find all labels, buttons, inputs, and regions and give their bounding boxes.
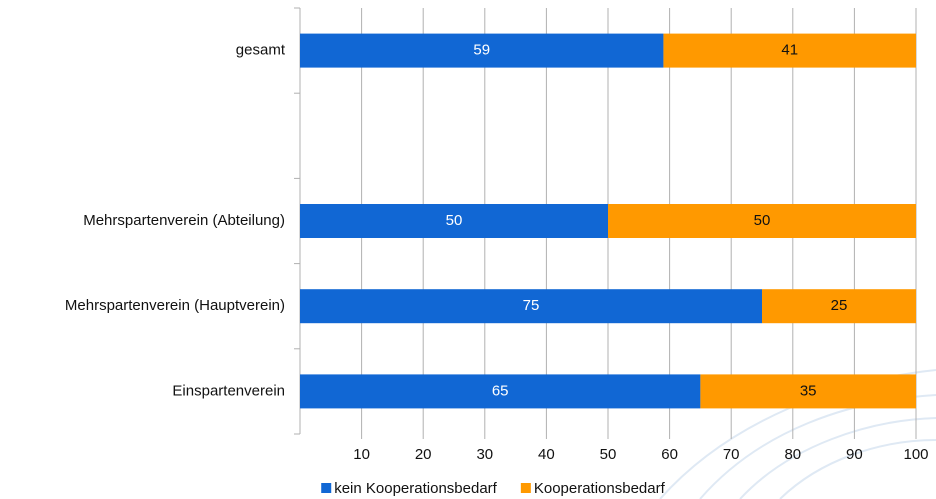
data-label: 65 [492, 382, 509, 399]
bar-segment [608, 204, 916, 238]
legend-swatch [321, 483, 332, 493]
x-tick-label: 30 [476, 446, 493, 463]
data-label: 50 [446, 212, 463, 229]
x-tick-label: 20 [415, 446, 432, 463]
y-tick-label: gesamt [236, 42, 286, 59]
legend-label: Kooperationsbedarf [534, 480, 666, 497]
x-tick-label: 70 [723, 446, 740, 463]
bar-segment [300, 33, 664, 68]
data-label: 50 [754, 212, 771, 229]
y-tick-label: Mehrspartenverein (Abteilung) [83, 212, 285, 229]
legend-label: kein Kooperationsbedarf [334, 480, 497, 497]
data-label: 75 [523, 297, 540, 314]
x-tick-label: 10 [353, 446, 370, 463]
bar-segment [762, 289, 916, 324]
bar-segment [700, 374, 916, 409]
data-label: 35 [800, 382, 817, 399]
x-tick-label: 60 [661, 446, 678, 463]
data-label: 41 [781, 42, 798, 59]
bar-segment [300, 289, 762, 324]
bar-segment [300, 374, 701, 409]
x-tick-label: 40 [538, 446, 555, 463]
legend-swatch [520, 483, 531, 493]
x-tick-label: 100 [903, 446, 928, 463]
y-tick-label: Mehrspartenverein (Hauptverein) [65, 297, 285, 314]
bar-segment [663, 33, 916, 68]
data-label: 25 [831, 297, 848, 314]
x-tick-label: 90 [846, 446, 863, 463]
x-tick-label: 80 [784, 446, 801, 463]
x-tick-label: 50 [600, 446, 617, 463]
y-tick-label: Einspartenverein [172, 382, 285, 399]
data-label: 59 [473, 42, 490, 59]
bar-segment [300, 204, 608, 238]
